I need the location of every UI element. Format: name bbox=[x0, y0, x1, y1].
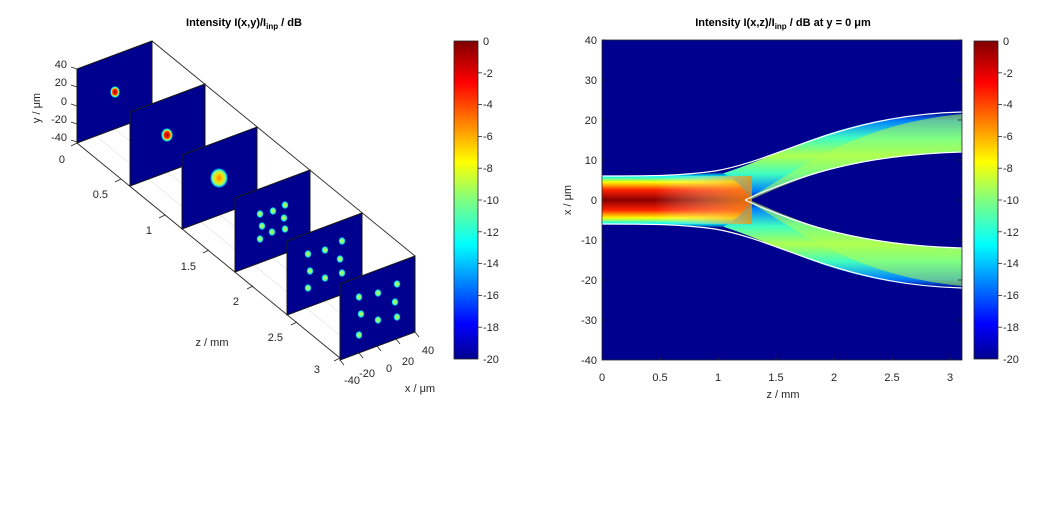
svg-text:10: 10 bbox=[585, 155, 597, 167]
xz-x-axis-label: z / mm bbox=[767, 389, 800, 401]
svg-text:-20: -20 bbox=[1003, 354, 1019, 366]
slices-plot-title: Intensity I(x,y)/Iinp / dB bbox=[186, 17, 302, 31]
svg-text:0: 0 bbox=[591, 195, 597, 207]
svg-text:-12: -12 bbox=[483, 227, 499, 239]
svg-text:40: 40 bbox=[585, 35, 597, 47]
xz-y-axis-label: x / μm bbox=[562, 185, 574, 215]
svg-text:-18: -18 bbox=[483, 322, 499, 334]
svg-text:40: 40 bbox=[422, 345, 434, 357]
xz-y-axis: 40 30 20 10 0 -10 -20 -30 -40 x / μm bbox=[562, 35, 962, 367]
xz-plot-title: Intensity I(x,z)/Iinp / dB at y = 0 μm bbox=[695, 17, 871, 31]
svg-text:-20: -20 bbox=[51, 114, 67, 126]
svg-text:-16: -16 bbox=[1003, 290, 1019, 302]
y-axis: 40 20 0 -20 -40 y / μm bbox=[31, 59, 78, 144]
svg-text:-10: -10 bbox=[1003, 195, 1019, 207]
colorbar-left: 0 -2 -4 -6 -8 -10 -12 -14 -16 -18 -20 bbox=[453, 36, 499, 366]
svg-text:40: 40 bbox=[55, 59, 67, 71]
svg-text:0: 0 bbox=[59, 154, 65, 166]
svg-text:2: 2 bbox=[233, 296, 239, 308]
svg-text:-14: -14 bbox=[483, 258, 499, 270]
svg-text:0: 0 bbox=[599, 372, 605, 384]
svg-text:-18: -18 bbox=[1003, 322, 1019, 334]
svg-text:-40: -40 bbox=[581, 355, 597, 367]
svg-text:0: 0 bbox=[61, 96, 67, 108]
colorbar-right: 0 -2 -4 -6 -8 -10 -12 -14 -16 -18 -20 bbox=[973, 36, 1019, 366]
svg-text:2: 2 bbox=[831, 372, 837, 384]
svg-text:20: 20 bbox=[402, 356, 414, 368]
svg-text:1: 1 bbox=[146, 225, 152, 237]
svg-text:0: 0 bbox=[386, 363, 392, 375]
svg-text:3: 3 bbox=[314, 364, 320, 376]
z-axis: 0 0.5 1 1.5 2 2.5 3 z / mm bbox=[59, 142, 341, 376]
x-axis-label: x / μm bbox=[405, 383, 435, 395]
svg-text:-8: -8 bbox=[483, 163, 493, 175]
svg-text:-8: -8 bbox=[1003, 163, 1013, 175]
svg-text:3: 3 bbox=[947, 372, 953, 384]
svg-text:-40: -40 bbox=[51, 132, 67, 144]
svg-text:0: 0 bbox=[1003, 36, 1009, 48]
svg-text:0: 0 bbox=[483, 36, 489, 48]
svg-text:-14: -14 bbox=[1003, 258, 1019, 270]
svg-text:0.5: 0.5 bbox=[93, 189, 108, 201]
svg-text:2.5: 2.5 bbox=[884, 372, 899, 384]
xz-heatmap bbox=[602, 40, 962, 360]
svg-text:-4: -4 bbox=[1003, 99, 1013, 111]
svg-text:-2: -2 bbox=[1003, 68, 1013, 80]
svg-text:1: 1 bbox=[715, 372, 721, 384]
svg-text:-6: -6 bbox=[1003, 131, 1013, 143]
slices-plot: Intensity I(x,y)/Iinp / dB bbox=[31, 17, 499, 395]
y-axis-label: y / μm bbox=[31, 93, 43, 123]
svg-text:1.5: 1.5 bbox=[181, 261, 196, 273]
z-axis-label: z / mm bbox=[196, 337, 229, 349]
svg-text:0.5: 0.5 bbox=[652, 372, 667, 384]
svg-text:-20: -20 bbox=[483, 354, 499, 366]
svg-text:-4: -4 bbox=[483, 99, 493, 111]
svg-text:2.5: 2.5 bbox=[268, 332, 283, 344]
svg-text:-40: -40 bbox=[344, 375, 360, 387]
svg-text:-20: -20 bbox=[359, 368, 375, 380]
svg-text:-10: -10 bbox=[581, 235, 597, 247]
svg-text:20: 20 bbox=[55, 77, 67, 89]
svg-text:-10: -10 bbox=[483, 195, 499, 207]
xz-x-axis: 0 0.5 1 1.5 2 2.5 3 z / mm bbox=[599, 356, 953, 401]
svg-text:-12: -12 bbox=[1003, 227, 1019, 239]
svg-text:-30: -30 bbox=[581, 315, 597, 327]
svg-text:1.5: 1.5 bbox=[768, 372, 783, 384]
svg-text:-2: -2 bbox=[483, 68, 493, 80]
svg-text:20: 20 bbox=[585, 115, 597, 127]
svg-text:-20: -20 bbox=[581, 275, 597, 287]
xz-plot: Intensity I(x,z)/Iinp / dB at y = 0 μm bbox=[562, 17, 1019, 401]
x-axis: -40 -20 0 20 40 x / μm bbox=[339, 331, 435, 395]
svg-text:-6: -6 bbox=[483, 131, 493, 143]
svg-text:-16: -16 bbox=[483, 290, 499, 302]
svg-text:30: 30 bbox=[585, 75, 597, 87]
